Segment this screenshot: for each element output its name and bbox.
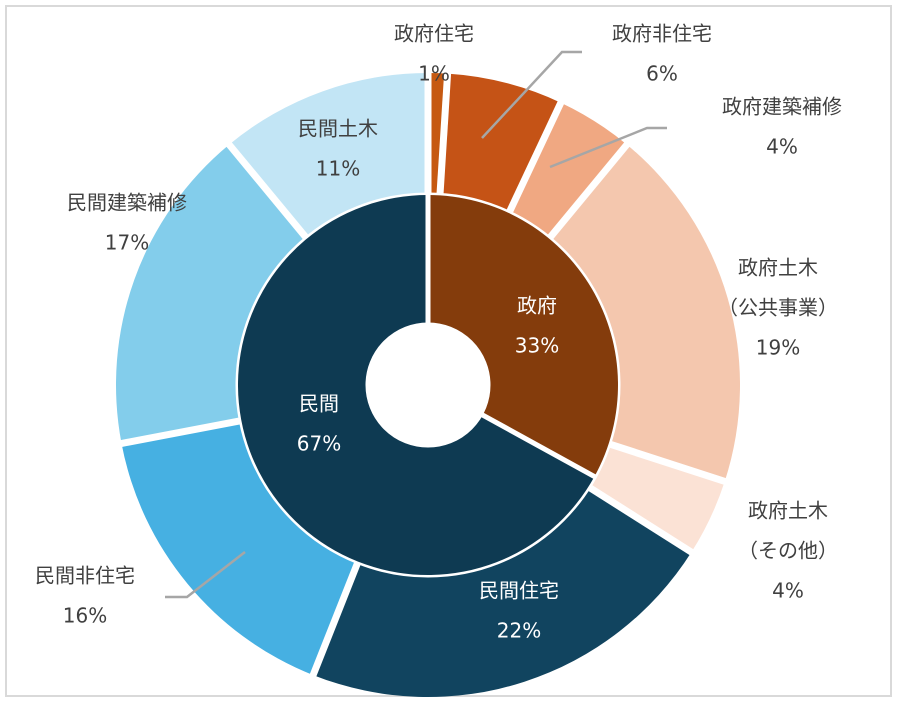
outer-label-1: 政府非住宅 6% <box>612 22 712 86</box>
outer-label-5-line-0: 民間住宅 <box>479 579 559 603</box>
outer-label-2-line-0: 政府建築補修 <box>722 95 842 119</box>
outer-slice-1 <box>439 73 561 214</box>
outer-slice-6 <box>121 420 359 676</box>
donut-hole <box>370 327 486 443</box>
outer-label-3-line-2: 19% <box>756 336 800 360</box>
inner-inner-edge <box>365 322 491 448</box>
outer-label-2-line-1: 4% <box>766 135 798 159</box>
outer-separator-7 <box>119 416 244 448</box>
outer-label-4-line-2: 4% <box>772 579 804 603</box>
outer-slice-8 <box>229 73 428 239</box>
outer-slice-2 <box>508 102 627 239</box>
outer-label-5-line-1: 22% <box>497 619 541 643</box>
outer-label-8: 民間土木 11% <box>298 117 378 181</box>
outer-ring <box>115 72 740 697</box>
outer-label-0-line-0: 政府住宅 <box>394 22 474 46</box>
inner-separator-1 <box>478 411 597 480</box>
outer-label-5: 民間住宅 22% <box>479 579 559 643</box>
outer-separator-1 <box>436 72 452 197</box>
inner-label-0-line-1: 33% <box>515 334 559 358</box>
inner-label-0-line-0: 政府 <box>517 294 557 318</box>
outer-label-8-line-1: 11% <box>316 157 360 181</box>
donut-chart: 政府 33% 民間 67% 政府住宅 1% 政府非住宅 6% 政府建築補修 4% 政府土木 （公共事業… <box>5 5 892 697</box>
outer-separator-4 <box>606 440 727 486</box>
inner-label-1-line-0: 民間 <box>299 392 339 416</box>
inner-ring <box>238 194 619 575</box>
outer-label-0-line-1: 1% <box>418 62 450 86</box>
outer-slice-3 <box>549 144 740 482</box>
outer-label-7-line-1: 17% <box>105 231 149 255</box>
outer-slice-5 <box>313 486 692 697</box>
outer-label-7: 民間建築補修 17% <box>67 191 187 255</box>
outer-separator-8 <box>225 141 311 242</box>
outer-label-7-line-0: 民間建築補修 <box>67 191 187 215</box>
leader-line-2 <box>165 551 246 599</box>
outer-label-3-line-1: （公共事業） <box>718 296 838 320</box>
outer-separator-3 <box>545 141 631 242</box>
outer-label-6-line-0: 民間非住宅 <box>35 564 135 588</box>
outer-label-2: 政府建築補修 4% <box>722 95 842 159</box>
outer-label-4-line-0: 政府土木 <box>748 499 828 523</box>
outer-label-6: 民間非住宅 16% <box>35 564 135 628</box>
outer-label-8-line-0: 民間土木 <box>298 117 378 141</box>
inner-label-1-line-1: 67% <box>297 432 341 456</box>
outer-label-6-line-1: 16% <box>63 604 107 628</box>
outer-slice-7 <box>115 144 307 444</box>
outer-separator-2 <box>505 100 565 216</box>
outer-label-1-line-0: 政府非住宅 <box>612 22 712 46</box>
inner-label-0: 政府 33% <box>515 294 559 358</box>
leader-line-0 <box>481 50 582 139</box>
outer-label-3-line-0: 政府土木 <box>738 256 818 280</box>
outer-separator-5 <box>585 483 695 556</box>
outer-label-4: 政府土木 （その他） 4% <box>738 499 838 603</box>
inner-label-1: 民間 67% <box>297 392 341 456</box>
outer-label-1-line-1: 6% <box>646 62 678 86</box>
inner-slice-0 <box>428 195 619 477</box>
chart-canvas: 政府 33% 民間 67% 政府住宅 1% 政府非住宅 6% 政府建築補修 4% 政府土木 （公共事業… <box>35 22 842 697</box>
outer-separator-6 <box>309 559 362 678</box>
inner-slice-1 <box>238 195 595 575</box>
leader-line-1 <box>549 126 667 169</box>
slice-labels: 政府 33% 民間 67% 政府住宅 1% 政府非住宅 6% 政府建築補修 4% 政府土木 （公共事業… <box>35 22 842 643</box>
leader-lines <box>165 50 667 599</box>
outer-label-3: 政府土木 （公共事業） 19% <box>718 256 838 360</box>
outer-label-0: 政府住宅 1% <box>394 22 474 86</box>
outer-label-4-line-1: （その他） <box>738 539 838 563</box>
